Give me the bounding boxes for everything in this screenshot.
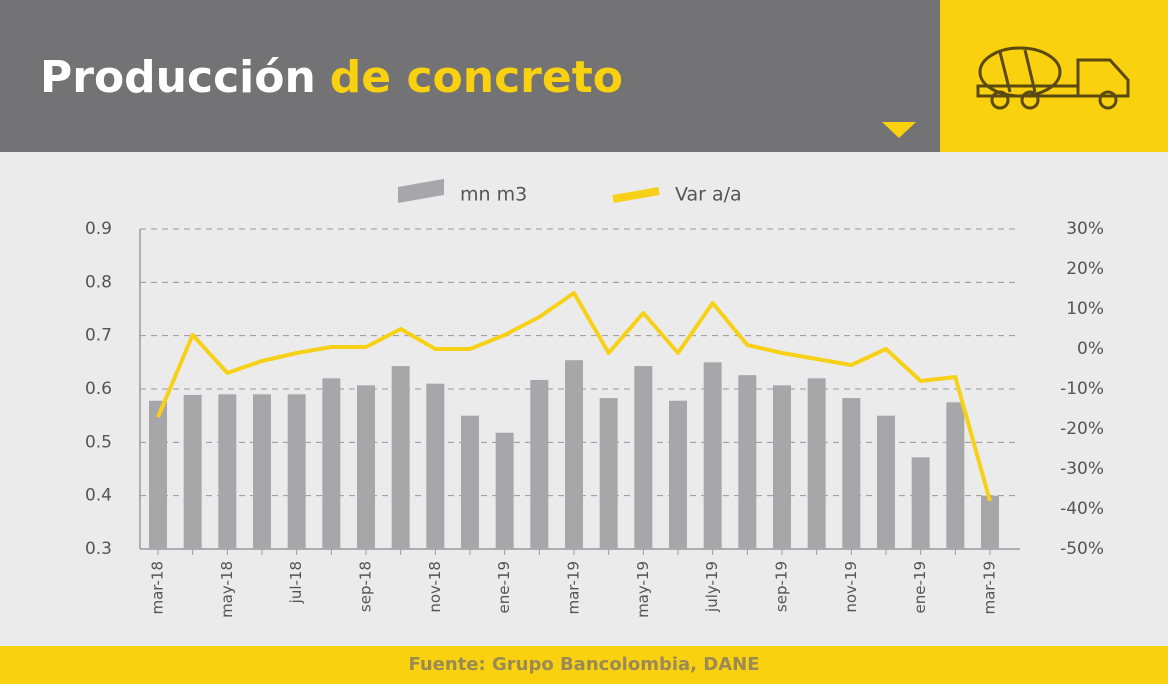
- truck-icon: [976, 46, 1130, 110]
- y-tick-label: 0.4: [85, 486, 112, 506]
- bar: [842, 398, 861, 549]
- bar: [738, 375, 757, 549]
- bar: [773, 385, 791, 549]
- triangle: [882, 122, 916, 138]
- title-highlight: de concreto: [330, 52, 623, 103]
- plot: 0.3 0.4 0.5 0.6 0.7 0.8 0.9 -50% -40% -30% -20% -10…: [85, 178, 1104, 618]
- bar: [946, 402, 965, 549]
- bar: [669, 400, 687, 549]
- bar: [530, 379, 549, 549]
- line: [156, 291, 992, 502]
- legend-swatch: [612, 187, 660, 203]
- title-main: Producción: [40, 52, 316, 103]
- y2-tick-label: -20%: [1060, 419, 1104, 439]
- y2-tick-label: -40%: [1060, 499, 1104, 519]
- bar: [287, 394, 306, 549]
- bar: [703, 362, 722, 549]
- bar: [253, 394, 271, 549]
- x-tick-label: nov-19: [842, 561, 860, 613]
- icon-box: [940, 0, 1168, 152]
- y-tick-label: 0.6: [85, 379, 112, 399]
- footer-band: [0, 646, 1168, 684]
- x-tick-label: july-19: [703, 561, 721, 613]
- bar: [495, 432, 514, 549]
- title: Producción de concreto: [40, 52, 623, 103]
- bar: [461, 415, 479, 549]
- x-tick-label: mar-19: [565, 561, 583, 615]
- bar: [599, 398, 618, 549]
- y2-tick-label: 10%: [1066, 299, 1104, 319]
- x-tick-label: ene-19: [911, 561, 929, 613]
- x-tick-label: sep-19: [773, 561, 791, 612]
- y-tick-label: 0.9: [85, 219, 112, 239]
- bar: [426, 383, 445, 549]
- x-tick-label: mar-18: [149, 561, 167, 615]
- bar: [357, 385, 375, 549]
- y-tick-label: 0.7: [85, 326, 112, 346]
- header-band: [0, 0, 940, 152]
- bar: [981, 495, 999, 549]
- x-tick-label: mar-19: [981, 561, 999, 615]
- bar: [218, 394, 237, 549]
- legend-swatch: [398, 178, 444, 204]
- y2-tick-label: 20%: [1066, 259, 1104, 279]
- x-tick-label: may-19: [634, 561, 652, 618]
- bar: [807, 378, 826, 549]
- bar: [183, 394, 202, 549]
- y-tick-label: 0.3: [85, 539, 112, 559]
- x-tick-label: nov-18: [426, 561, 444, 613]
- y2-tick-label: 0%: [1077, 339, 1104, 359]
- bar: [391, 366, 410, 549]
- y-tick-label: 0.8: [85, 272, 112, 292]
- bar: [565, 360, 583, 549]
- bar: [322, 378, 341, 549]
- bar: [149, 400, 167, 549]
- bar: [911, 457, 930, 549]
- y-tick-label: 0.5: [85, 432, 112, 452]
- bar: [634, 366, 653, 549]
- legend-label: Var a/a: [675, 184, 742, 206]
- legend-label: mn m3: [460, 184, 527, 206]
- y2-tick-label: -10%: [1060, 379, 1104, 399]
- source: Fuente: Grupo Bancolombia, DANE: [408, 654, 759, 675]
- bar: [877, 415, 895, 549]
- x-tick-label: ene-19: [495, 561, 513, 613]
- y2-tick-label: 30%: [1066, 219, 1104, 239]
- x-tick-label: jul-18: [287, 561, 305, 604]
- x-tick-label: sep-18: [357, 561, 375, 612]
- y2-tick-label: -30%: [1060, 459, 1104, 479]
- y2-tick-label: -50%: [1060, 539, 1104, 559]
- x-tick-label: may-18: [218, 561, 236, 618]
